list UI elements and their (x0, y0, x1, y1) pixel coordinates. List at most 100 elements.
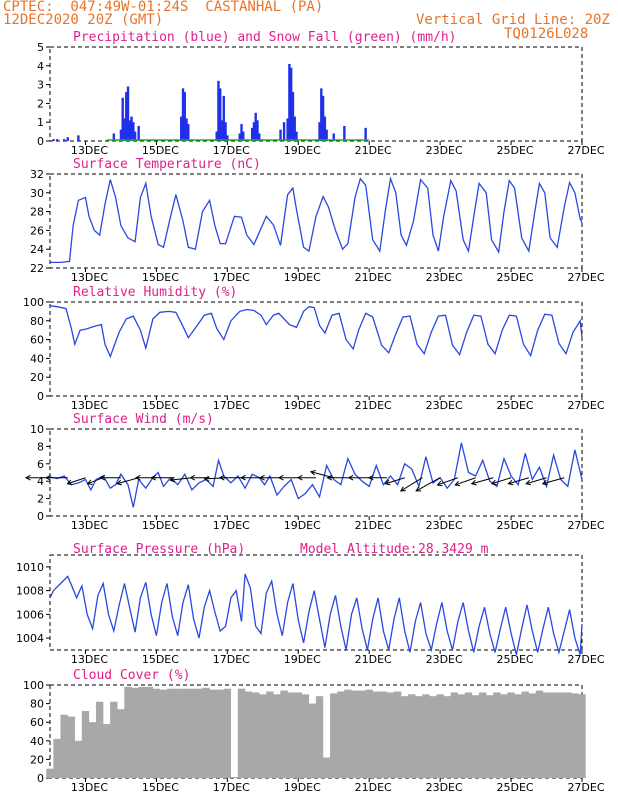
x-tick-label: 25DEC (497, 271, 534, 284)
wind-arrow-head (86, 479, 93, 485)
precip-bar (242, 131, 245, 141)
cloud-bar (266, 691, 274, 778)
cloud-bar (131, 687, 139, 778)
precip-bar (295, 131, 298, 141)
wind-arrow (87, 477, 104, 485)
x-tick-label: 15DEC (142, 399, 179, 412)
cloud-bar (259, 694, 267, 778)
precip-bar (125, 92, 128, 141)
cloud-bar (67, 716, 75, 778)
cloud-bar (322, 757, 331, 778)
cloud-bar (500, 694, 508, 778)
wind-arrow-head (189, 474, 196, 481)
wind-arrow-head (415, 486, 422, 492)
y-tick-label: 24 (30, 243, 44, 256)
cloud-bar (344, 689, 352, 778)
precip-bar (132, 122, 135, 141)
panel-title: Relative Humidity (%) (73, 285, 237, 300)
precip-bar (318, 122, 321, 141)
wind-arrow (400, 477, 423, 492)
wind-arrow (415, 477, 441, 492)
cloud-bar (365, 689, 373, 778)
x-tick-label: 19DEC (284, 781, 321, 794)
cloud-bar (422, 694, 430, 778)
wind-arrow-head (470, 479, 477, 486)
cloud-bar (173, 688, 182, 778)
wind-arrow-head (507, 479, 514, 486)
precip-bar (364, 127, 367, 141)
panel-3: Relative Humidity (%) 0 20 40 60 80 100 13DEC 15… (23, 285, 605, 412)
panel-6: Cloud Cover (%) 0 20 40 60 80 100 13DEC 15DEC 17D… (23, 668, 605, 794)
precip-bar (320, 88, 323, 141)
cloud-bar (486, 695, 494, 778)
x-tick-label: 17DEC (213, 653, 250, 666)
series-line (49, 442, 583, 508)
wind-arrow-head (218, 474, 225, 481)
x-tick-label: 21DEC (355, 271, 392, 284)
wind-arrow-head (278, 474, 284, 481)
panel-title: Cloud Cover (%) (73, 668, 190, 683)
x-tick-label: 15DEC (142, 144, 179, 157)
cloud-bar (81, 711, 90, 778)
cloud-bar (103, 724, 111, 778)
cloud-bar (493, 692, 501, 778)
x-tick-label: 19DEC (284, 399, 321, 412)
x-tick-label: 15DEC (142, 271, 179, 284)
x-tick-label: 21DEC (355, 399, 392, 412)
cloud-bar (237, 688, 246, 778)
x-tick-label: 27DEC (567, 519, 604, 532)
cloud-bar (514, 694, 522, 778)
precip-bar (185, 118, 188, 141)
cloud-bar (457, 694, 466, 778)
x-tick-label: 23DEC (426, 519, 463, 532)
precip-bar (240, 124, 243, 141)
y-tick-label: 8 (37, 440, 44, 453)
wind-arrow (437, 477, 459, 486)
x-tick-label: 15DEC (142, 653, 179, 666)
precip-bar (55, 139, 59, 141)
precip-bar (252, 122, 256, 141)
cloud-bar (415, 696, 423, 778)
precip-bar (343, 125, 346, 141)
x-tick-label: 15DEC (142, 781, 179, 794)
cloud-bar (287, 692, 295, 778)
panel-4: Surface Wind (m/s) 0 2 4 6 8 10 13DEC 15DEC 17DEC… (24, 412, 605, 532)
x-tick-label: 25DEC (497, 144, 534, 157)
cloud-bar (464, 692, 473, 778)
y-tick-label: 60 (30, 334, 44, 347)
precip-bar (187, 124, 190, 141)
cloud-bar (301, 694, 310, 778)
station-header: CPTEC: 047:49W-01:24S CASTANHAL (PA) (3, 0, 324, 15)
cloud-bar (578, 694, 586, 778)
cloud-bar (181, 688, 189, 778)
precip-bar (219, 88, 222, 141)
cloud-bar (117, 709, 125, 778)
y-tick-label: 1006 (16, 608, 44, 621)
x-tick-label: 23DEC (426, 144, 463, 157)
cloud-bar (549, 692, 558, 778)
x-tick-label: 21DEC (355, 781, 392, 794)
wind-arrow-head (150, 474, 156, 481)
series-line (49, 573, 583, 655)
precip-bar (254, 112, 257, 141)
precip-bar (282, 122, 286, 141)
wind-arrow-head (347, 474, 354, 481)
cloud-bar (564, 692, 572, 778)
x-tick-label: 27DEC (567, 653, 604, 666)
y-tick-label: 100 (23, 296, 44, 309)
cloud-bar (110, 701, 118, 778)
precip-bar (288, 63, 291, 141)
wind-arrow-head (240, 474, 246, 481)
cloud-bar (351, 690, 359, 778)
cloud-bar (443, 696, 451, 778)
x-tick-label: 19DEC (284, 519, 321, 532)
wind-arrow (455, 477, 476, 486)
x-tick-label: 25DEC (497, 653, 534, 666)
panel-title: Surface Pressure (hPa) (73, 542, 245, 557)
x-tick-label: 27DEC (567, 271, 604, 284)
precip-bar (181, 88, 185, 141)
cloud-bar (152, 688, 161, 778)
y-tick-label: 100 (23, 679, 44, 692)
cloud-bar (223, 688, 232, 778)
